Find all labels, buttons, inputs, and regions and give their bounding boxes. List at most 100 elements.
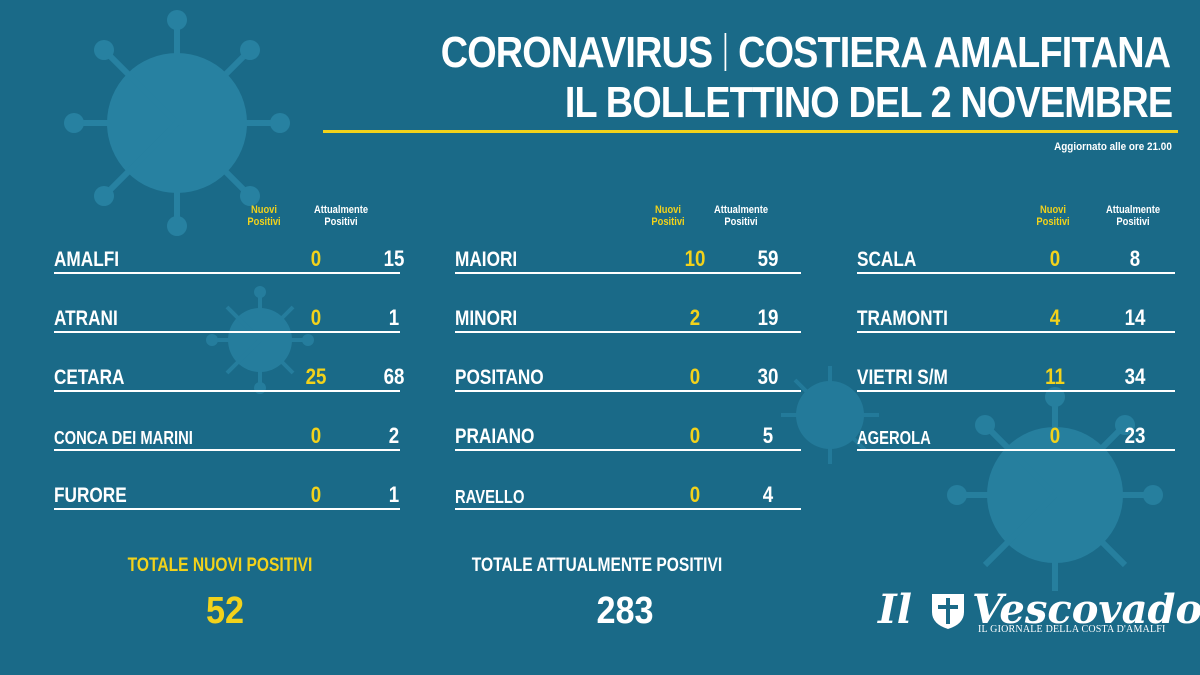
virus-illustration-small bbox=[205, 285, 315, 395]
row-tramonti: TRAMONTI 4 14 bbox=[857, 305, 1175, 333]
attual-value: 5 bbox=[762, 423, 774, 448]
head-line: Positivi bbox=[1036, 216, 1070, 228]
town-name: SCALA bbox=[857, 248, 917, 271]
logo: Il Vescovado IL GIORNALE DELLA COSTA D'A… bbox=[878, 586, 1200, 638]
attual-value: 68 bbox=[383, 364, 405, 389]
town-name: ATRANI bbox=[54, 307, 118, 330]
row-underline bbox=[857, 272, 1175, 274]
town-name: RAVELLO bbox=[455, 487, 525, 507]
shield-icon bbox=[930, 592, 966, 635]
row-agerola: AGEROLA 0 23 bbox=[857, 423, 1175, 451]
total-nuovi-value: 52 bbox=[205, 590, 245, 632]
head-line: Attualmente bbox=[1105, 204, 1161, 216]
title-separator bbox=[724, 33, 726, 71]
attual-value: 59 bbox=[757, 246, 779, 271]
head-line: Positivi bbox=[324, 216, 358, 228]
row-underline bbox=[54, 508, 400, 510]
town-name: FURORE bbox=[54, 484, 127, 507]
attual-value: 14 bbox=[1124, 305, 1146, 330]
head-line: Positivi bbox=[651, 216, 685, 228]
nuovi-value: 0 bbox=[1049, 423, 1061, 448]
row-maiori: MAIORI 10 59 bbox=[455, 246, 801, 274]
town-name: AGEROLA bbox=[857, 428, 931, 448]
nuovi-value: 0 bbox=[310, 423, 322, 448]
nuovi-value: 0 bbox=[310, 305, 322, 330]
row-underline bbox=[455, 272, 801, 274]
page-subtitle: IL BOLLETTINO DEL 2 NOVEMBRE bbox=[564, 78, 1173, 127]
logo-word-right: Vescovado bbox=[972, 586, 1200, 633]
nuovi-value: 0 bbox=[1049, 246, 1061, 271]
nuovi-value: 2 bbox=[689, 305, 701, 330]
row-underline bbox=[54, 331, 400, 333]
attual-value: 8 bbox=[1129, 246, 1141, 271]
town-name: PRAIANO bbox=[455, 425, 535, 448]
total-attual-value: 283 bbox=[596, 590, 654, 632]
row-atrani: ATRANI 0 1 bbox=[54, 305, 400, 333]
attual-value: 15 bbox=[383, 246, 405, 271]
row-minori: MINORI 2 19 bbox=[455, 305, 801, 333]
row-underline bbox=[455, 390, 801, 392]
row-praiano: PRAIANO 0 5 bbox=[455, 423, 801, 451]
update-time: Aggiornato alle ore 21.00 bbox=[1054, 141, 1172, 153]
nuovi-value: 10 bbox=[684, 246, 706, 271]
town-name: AMALFI bbox=[54, 248, 120, 271]
attual-value: 23 bbox=[1124, 423, 1146, 448]
title-left: CORONAVIRUS bbox=[440, 28, 713, 77]
nuovi-value: 4 bbox=[1049, 305, 1061, 330]
header-divider bbox=[323, 130, 1178, 133]
row-furore: FURORE 0 1 bbox=[54, 482, 400, 510]
row-underline bbox=[455, 508, 801, 510]
total-nuovi-label: TOTALE NUOVI POSITIVI bbox=[127, 555, 313, 576]
town-name: CETARA bbox=[54, 366, 125, 389]
attual-value: 1 bbox=[388, 305, 400, 330]
row-amalfi: AMALFI 0 15 bbox=[54, 246, 404, 274]
row-underline bbox=[54, 272, 400, 274]
head-line: Nuovi bbox=[1040, 204, 1066, 216]
col2-attual-head: Attualmente Positivi bbox=[703, 204, 780, 228]
page-title: CORONAVIRUS COSTIERA AMALFITANA bbox=[440, 28, 1171, 78]
row-underline bbox=[54, 449, 400, 451]
col1-attual-head: Attualmente Positivi bbox=[303, 204, 380, 228]
head-line: Nuovi bbox=[251, 204, 277, 216]
total-attual-label: TOTALE ATTUALMENTE POSITIVI bbox=[471, 555, 723, 576]
col1-nuovi-head: Nuovi Positivi bbox=[240, 204, 288, 228]
nuovi-value: 0 bbox=[689, 482, 701, 507]
row-cetara: CETARA 25 68 bbox=[54, 364, 404, 392]
head-line: Positivi bbox=[724, 216, 758, 228]
attual-value: 34 bbox=[1124, 364, 1146, 389]
town-name: POSITANO bbox=[455, 366, 544, 389]
attual-value: 4 bbox=[762, 482, 774, 507]
col3-attual-head: Attualmente Positivi bbox=[1095, 204, 1172, 228]
row-underline bbox=[455, 449, 801, 451]
nuovi-value: 25 bbox=[305, 364, 327, 389]
town-name: CONCA DEI MARINI bbox=[54, 428, 193, 448]
town-name: MINORI bbox=[455, 307, 518, 330]
row-positano: POSITANO 0 30 bbox=[455, 364, 801, 392]
head-line: Positivi bbox=[247, 216, 281, 228]
nuovi-value: 0 bbox=[689, 423, 701, 448]
town-name: VIETRI S/M bbox=[857, 366, 948, 389]
row-conca-dei-marini: CONCA DEI MARINI 0 2 bbox=[54, 423, 400, 451]
head-line: Attualmente bbox=[713, 204, 769, 216]
row-underline bbox=[857, 390, 1175, 392]
row-vietri: VIETRI S/M 11 34 bbox=[857, 364, 1175, 392]
title-right: COSTIERA AMALFITANA bbox=[737, 28, 1171, 77]
nuovi-value: 0 bbox=[689, 364, 701, 389]
attual-value: 30 bbox=[757, 364, 779, 389]
nuovi-value: 0 bbox=[310, 246, 322, 271]
attual-value: 1 bbox=[388, 482, 400, 507]
town-name: MAIORI bbox=[455, 248, 518, 271]
town-name: TRAMONTI bbox=[857, 307, 948, 330]
head-line: Attualmente bbox=[313, 204, 369, 216]
logo-tagline: IL GIORNALE DELLA COSTA D'AMALFI bbox=[978, 624, 1166, 635]
row-underline bbox=[455, 331, 801, 333]
nuovi-value: 11 bbox=[1045, 364, 1065, 389]
attual-value: 2 bbox=[388, 423, 400, 448]
row-underline bbox=[857, 449, 1175, 451]
logo-word-left: Il bbox=[878, 586, 912, 633]
row-scala: SCALA 0 8 bbox=[857, 246, 1175, 274]
nuovi-value: 0 bbox=[310, 482, 322, 507]
virus-illustration-right bbox=[935, 385, 1175, 595]
row-underline bbox=[857, 331, 1175, 333]
